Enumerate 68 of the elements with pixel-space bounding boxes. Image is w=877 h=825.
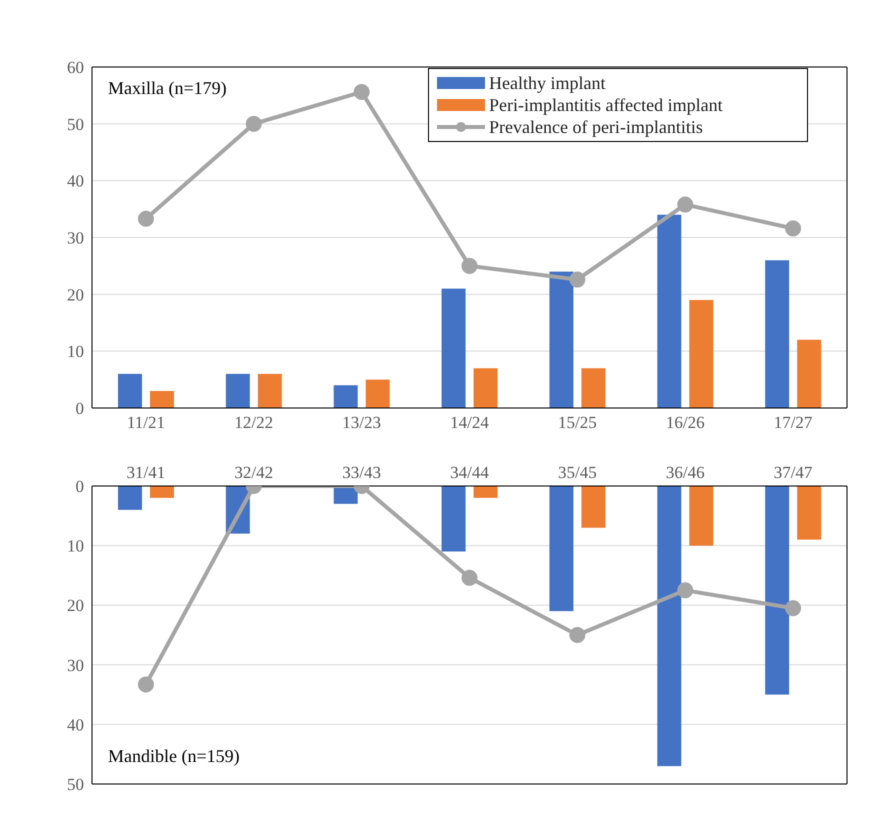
x-tick-label: 13/23 [342,413,382,432]
point [354,84,370,100]
x-tick-label: 35/45 [558,463,597,482]
y-tick-label: 40 [67,172,84,191]
annotation: Maxilla (n=179) [108,78,227,99]
bar [549,486,574,612]
y-tick-label: 20 [67,596,84,616]
point [785,600,802,616]
bar [657,486,682,766]
bar [765,486,790,695]
bar [366,380,390,408]
legend-label: Peri-implantitis affected implant [489,94,723,116]
x-tick-label: 12/22 [234,413,274,432]
y-tick-label: 50 [67,775,84,794]
point [569,627,586,643]
point [785,220,802,236]
x-tick-label: 15/25 [558,413,597,432]
bar [657,214,682,408]
x-tick-label: 37/47 [774,463,813,482]
bar [474,368,498,408]
x-tick-label: 14/24 [450,413,490,432]
x-tick-label: 36/46 [666,463,705,482]
y-tick-label: 30 [67,656,84,675]
y-tick-label: 40 [67,715,84,734]
y-tick-label: 10 [67,536,84,556]
y-tick-label: 0 [76,399,84,418]
bar [334,385,358,408]
legend-label: Prevalence of peri-implantitis [489,116,703,138]
bar [549,272,574,408]
x-tick-label: 16/26 [666,413,705,432]
x-tick-label: 17/27 [774,413,813,432]
bar [442,486,466,552]
bar [765,260,790,408]
bar [689,486,714,546]
x-tick-label: 33/43 [342,463,382,482]
y-tick-label: 20 [67,285,84,304]
point [138,676,154,692]
point [246,116,262,132]
y-tick-label: 10 [67,342,84,362]
y-tick-label: 60 [67,58,84,78]
bar [118,374,142,408]
point [569,272,586,288]
point [677,196,694,213]
bar [258,374,282,408]
bar [226,374,250,408]
bar [150,390,174,408]
point [462,570,478,586]
y-tick-label: 50 [67,114,84,134]
bar [150,486,174,498]
point [138,210,154,227]
bar [118,486,142,510]
x-tick-label: 31/41 [126,463,166,482]
bar [689,300,714,408]
y-tick-label: 0 [76,477,84,496]
bar [474,486,498,498]
x-tick-label: 34/44 [450,463,490,482]
point [677,582,694,598]
x-tick-label: 32/42 [234,463,274,482]
y-tick-label: 30 [67,228,84,248]
bar [442,288,466,408]
annotation: Mandible (n=159) [108,746,240,767]
bar [797,340,822,408]
point [462,258,478,274]
bar [581,368,606,408]
x-tick-label: 11/21 [126,413,165,432]
legend-label: Healthy implant [489,72,606,94]
bar [581,486,606,528]
bar [797,486,822,540]
